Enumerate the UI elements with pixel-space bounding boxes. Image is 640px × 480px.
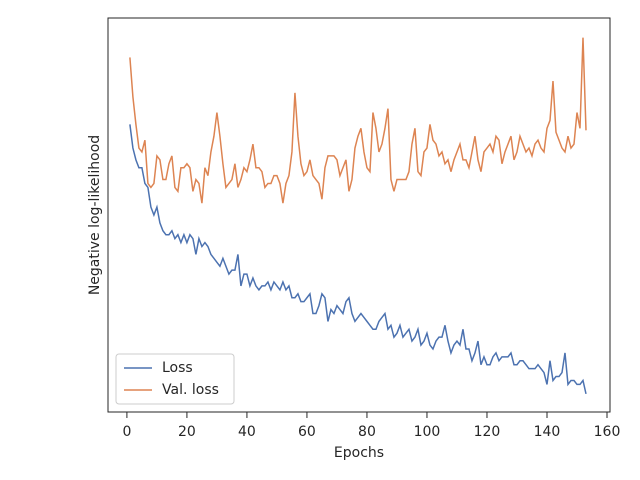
line-series (129, 124, 587, 395)
legend-box (115, 353, 235, 405)
x-tick-label: 40 (238, 424, 256, 440)
x-tick-label: 0 (122, 424, 131, 440)
legend-label: Loss (162, 360, 193, 376)
x-axis-label: Epochs (334, 445, 384, 461)
x-tick-label: 60 (298, 424, 316, 440)
x-tick-label: 20 (178, 424, 196, 440)
y-axis-label: Negative log-likelihood (87, 135, 103, 295)
x-tick-label: 100 (414, 424, 441, 440)
x-tick-label: 160 (594, 424, 621, 440)
legend-label: Val. loss (162, 382, 219, 398)
line-series (129, 37, 587, 204)
x-tick-label: 80 (358, 424, 376, 440)
x-tick-label: 120 (474, 424, 501, 440)
plot-frame (107, 17, 611, 413)
x-tick-label: 140 (534, 424, 561, 440)
